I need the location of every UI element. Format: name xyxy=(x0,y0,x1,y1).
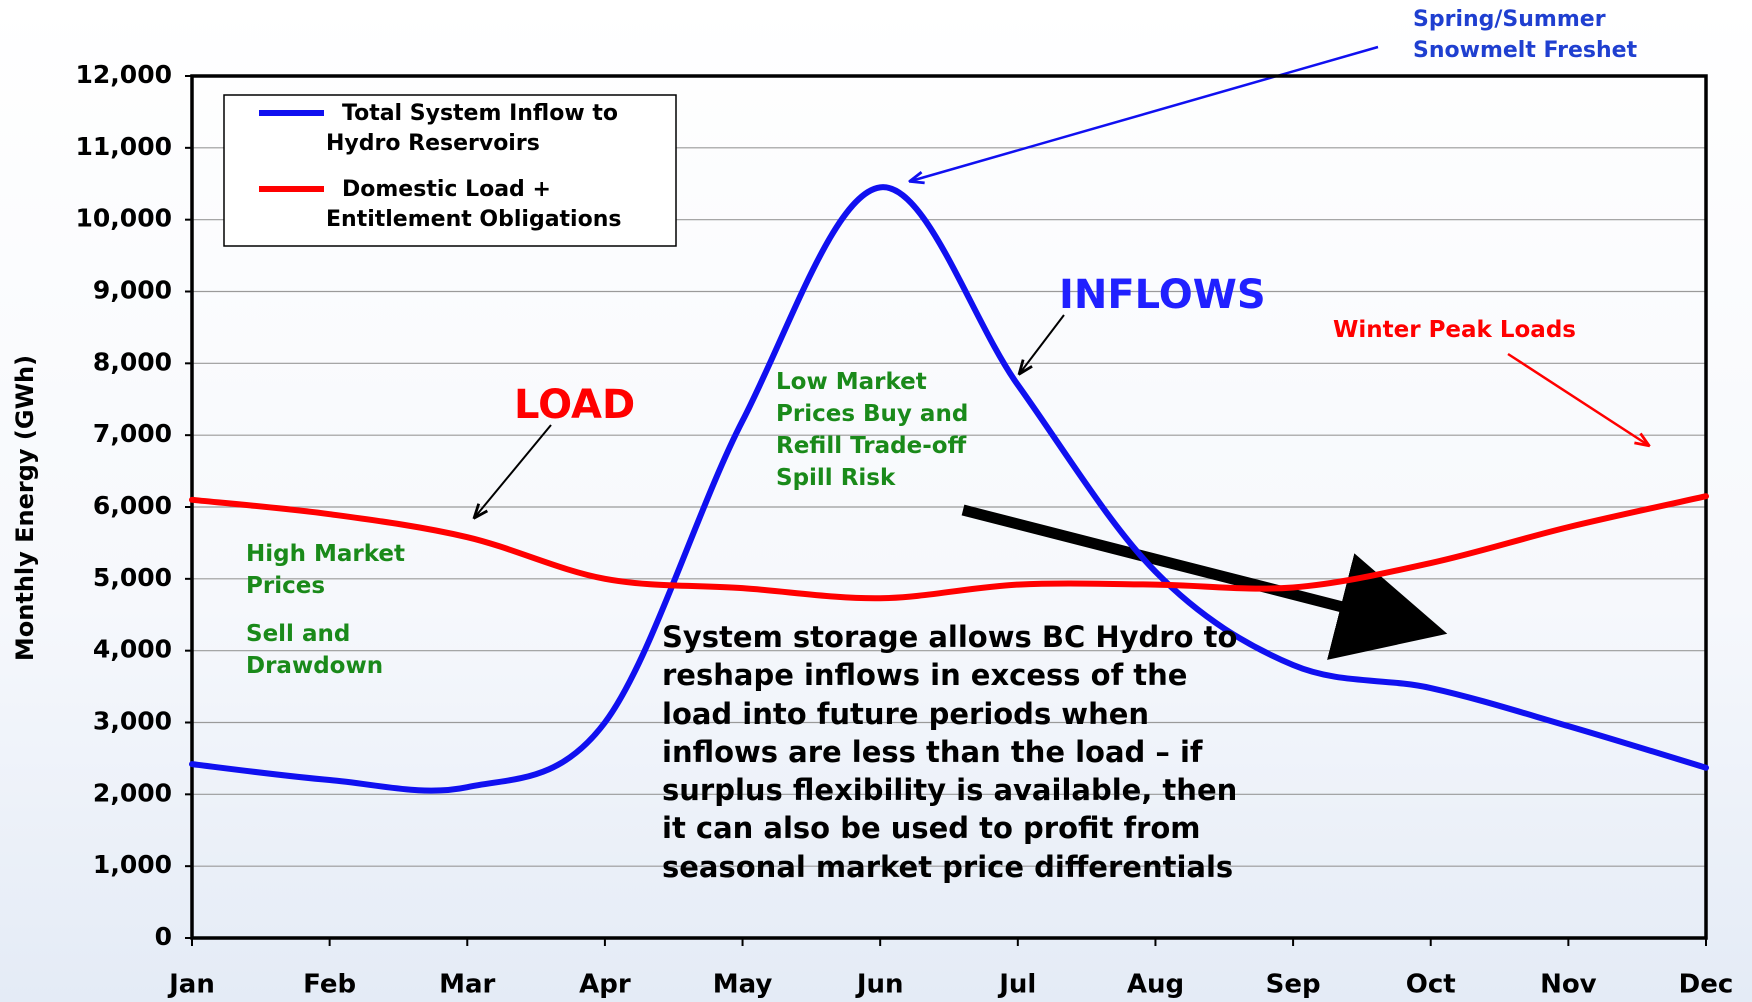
annotation: System storage allows BC Hydro to reshap… xyxy=(662,620,1238,884)
legend xyxy=(223,94,677,247)
arrow xyxy=(1507,352,1648,445)
x-tick-label: Mar xyxy=(439,970,495,1000)
arrow xyxy=(1020,314,1065,373)
series-line xyxy=(189,184,1709,794)
arrow xyxy=(475,424,552,517)
x-tick-label: Sep xyxy=(1266,970,1321,1000)
y-tick-label: 0 xyxy=(155,922,172,951)
y-tick-label: 5,000 xyxy=(93,563,172,592)
y-tick-label: 12,000 xyxy=(76,60,172,89)
annotation: Sell and Drawdown xyxy=(246,621,384,679)
y-axis-label: Monthly Energy (GWh) xyxy=(11,355,39,661)
y-tick-label: 2,000 xyxy=(93,778,172,807)
x-tick-label: Oct xyxy=(1406,970,1456,1000)
annotation: LOAD xyxy=(514,382,636,428)
y-tick-label: 6,000 xyxy=(93,491,172,520)
legend-label: Total System Inflow to Hydro Reservoirs xyxy=(326,101,618,156)
x-tick-label: Nov xyxy=(1540,970,1597,1000)
annotation: High Market Prices xyxy=(246,541,406,599)
legend-label: Domestic Load + Entitlement Obligations xyxy=(326,177,622,232)
annotation: Low Market Prices Buy and Refill Trade-o… xyxy=(776,369,969,491)
big-arrow xyxy=(961,504,1448,660)
x-tick-label: Dec xyxy=(1679,970,1734,1000)
y-tick-label: 1,000 xyxy=(93,850,172,879)
y-tick-label: 8,000 xyxy=(93,347,172,376)
x-tick-label: Jun xyxy=(855,970,904,1000)
x-tick-label: May xyxy=(713,970,773,1000)
annotation: Spring/Summer Snowmelt Freshet xyxy=(1413,7,1638,63)
y-tick-label: 7,000 xyxy=(93,419,172,448)
x-tick-label: Jul xyxy=(997,970,1036,1000)
annotation: Winter Peak Loads xyxy=(1333,317,1576,343)
annotation: INFLOWS xyxy=(1059,272,1266,318)
y-tick-label: 10,000 xyxy=(76,204,172,233)
arrow xyxy=(911,45,1379,181)
x-tick-label: Feb xyxy=(303,970,356,1000)
plot-frame xyxy=(190,74,1708,940)
series-line xyxy=(189,493,1709,602)
y-tick-label: 11,000 xyxy=(76,132,172,161)
x-tick-label: Aug xyxy=(1127,970,1184,1000)
x-tick-label: Jan xyxy=(167,970,215,1000)
x-tick-label: Apr xyxy=(579,970,631,1000)
y-tick-label: 9,000 xyxy=(93,276,172,305)
y-tick-label: 4,000 xyxy=(93,635,172,664)
y-tick-label: 3,000 xyxy=(93,707,172,736)
